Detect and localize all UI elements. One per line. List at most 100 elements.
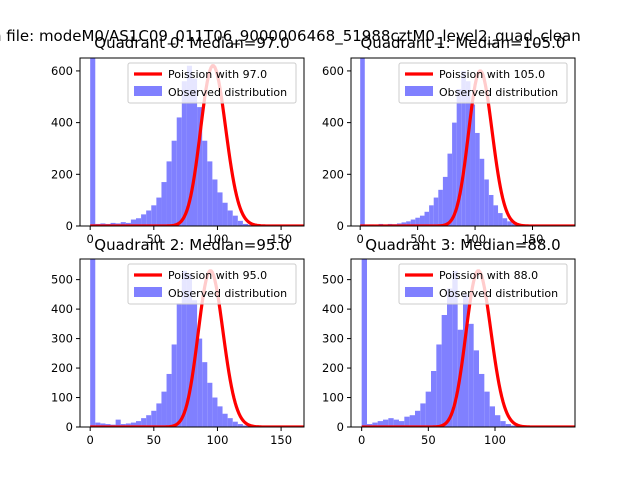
histogram-bar bbox=[475, 132, 480, 226]
legend-observed-swatch bbox=[134, 287, 162, 297]
y-tick-label: 400 bbox=[322, 116, 344, 130]
histogram-bar bbox=[166, 373, 172, 427]
panel-3-legend: Poission with 88.0 Observed distribution bbox=[398, 263, 568, 305]
histogram-bar bbox=[115, 419, 121, 427]
x-tick-label: 150 bbox=[522, 232, 544, 246]
legend-observed-label: Observed distribution bbox=[168, 287, 287, 300]
histogram-bar bbox=[90, 259, 96, 427]
histogram-bar bbox=[429, 205, 434, 226]
legend-box bbox=[127, 263, 297, 305]
histogram-bar bbox=[237, 220, 243, 226]
y-tick-label: 400 bbox=[51, 302, 73, 316]
histogram-bar bbox=[237, 424, 243, 427]
histogram-bar bbox=[493, 205, 499, 226]
histogram-bar bbox=[500, 421, 506, 427]
legend-poisson-label: Poission with 105.0 bbox=[439, 68, 545, 81]
histogram-bar bbox=[207, 161, 213, 226]
panel-1: 0 50 100 150 0 200 400 600 Poission with 105.0 Ob… bbox=[322, 34, 576, 246]
histogram-bar bbox=[470, 104, 476, 226]
y-tick-label: 400 bbox=[51, 116, 73, 130]
y-tick-label: 0 bbox=[337, 420, 344, 434]
histogram-bar bbox=[100, 423, 106, 427]
histogram-bar bbox=[502, 218, 508, 226]
histogram-bar bbox=[498, 213, 503, 226]
histogram-bar bbox=[232, 215, 238, 226]
histogram-bar bbox=[479, 373, 485, 427]
x-tick-label: 50 bbox=[146, 433, 161, 447]
histogram-bar bbox=[146, 210, 152, 226]
histogram-bar bbox=[227, 210, 233, 226]
histogram-bar bbox=[425, 391, 431, 427]
histogram-bar bbox=[495, 415, 501, 427]
x-tick-label: 150 bbox=[270, 433, 292, 447]
histogram-bar bbox=[361, 259, 367, 427]
y-tick-label: 200 bbox=[51, 361, 73, 375]
panel-1-legend: Poission with 105.0 Observed distribution bbox=[398, 62, 568, 104]
y-tick-label: 100 bbox=[322, 391, 344, 405]
histogram-bar bbox=[388, 418, 394, 427]
histogram-bar bbox=[156, 403, 162, 427]
x-tick-label: 50 bbox=[421, 433, 436, 447]
x-tick-label: 50 bbox=[410, 232, 425, 246]
panel-3-title: Quadrant 3: Median=88.0 bbox=[365, 236, 560, 254]
histogram-bar bbox=[507, 221, 512, 226]
histogram-bar bbox=[197, 107, 203, 226]
histogram-bar bbox=[207, 382, 213, 427]
legend-box bbox=[398, 62, 568, 104]
histogram-bar bbox=[409, 415, 415, 427]
panel-3-axes-frame bbox=[350, 258, 576, 428]
y-tick-label: 0 bbox=[337, 219, 344, 233]
legend-observed-label: Observed distribution bbox=[439, 86, 558, 99]
legend-box bbox=[127, 62, 297, 104]
histogram-bar bbox=[197, 338, 203, 427]
histogram-bar bbox=[456, 89, 462, 226]
histogram-bar bbox=[465, 81, 471, 226]
legend-poisson-label: Poission with 95.0 bbox=[168, 269, 267, 282]
panel-1-title: Quadrant 1: Median=105.0 bbox=[361, 34, 566, 52]
histogram-bar bbox=[222, 202, 228, 226]
histogram-bar bbox=[146, 415, 152, 427]
histogram-bar bbox=[222, 413, 228, 427]
histogram-bar bbox=[90, 58, 96, 226]
histogram-bar bbox=[461, 70, 466, 226]
histogram-bar bbox=[156, 197, 162, 226]
histogram-bar bbox=[186, 273, 192, 427]
panel-3: 0 50 100 0 100 200 300 400 500 Poission with 88.0… bbox=[322, 236, 576, 447]
y-tick-label: 200 bbox=[322, 167, 344, 181]
poisson-curve bbox=[359, 69, 575, 226]
histogram-bar bbox=[424, 211, 430, 226]
histogram-bar bbox=[479, 158, 485, 226]
histogram-bar bbox=[447, 153, 453, 226]
figure-suptitle: n file: modeM0/AS1C09_011T06_9000006468_… bbox=[0, 27, 581, 46]
histogram-bar bbox=[136, 218, 142, 226]
y-tick-label: 200 bbox=[51, 167, 73, 181]
histogram-bar bbox=[401, 222, 407, 226]
legend-box bbox=[398, 263, 568, 305]
histogram-bar bbox=[181, 81, 187, 226]
histogram-bar bbox=[406, 221, 411, 226]
histogram-bar bbox=[419, 215, 425, 226]
x-tick-label: 100 bbox=[464, 232, 486, 246]
x-tick-label: 100 bbox=[206, 232, 228, 246]
panel-2-legend: Poission with 95.0 Observed distribution bbox=[127, 263, 297, 305]
x-tick-label: 0 bbox=[357, 232, 364, 246]
legend-poisson-label: Poission with 97.0 bbox=[168, 68, 267, 81]
y-tick-label: 100 bbox=[51, 391, 73, 405]
histogram-bar bbox=[438, 189, 443, 226]
y-tick-label: 0 bbox=[66, 420, 73, 434]
y-tick-label: 500 bbox=[322, 273, 344, 287]
histogram-bar bbox=[484, 179, 489, 226]
histogram-bar bbox=[176, 303, 182, 427]
panel-0: 0 50 100 150 0 200 400 600 Poission with 97.0 Obs… bbox=[51, 34, 305, 246]
panel-0-title: Quadrant 0: Median=97.0 bbox=[94, 34, 289, 52]
histogram-bar bbox=[399, 421, 405, 427]
y-tick-label: 500 bbox=[51, 273, 73, 287]
histogram-bar bbox=[420, 403, 426, 427]
histogram-bar bbox=[217, 406, 223, 427]
histogram-bar bbox=[217, 192, 223, 226]
histogram-bar bbox=[212, 397, 218, 427]
panel-2-axes-frame bbox=[79, 258, 305, 428]
histogram-bar bbox=[161, 391, 167, 427]
histogram-bar bbox=[161, 182, 167, 226]
